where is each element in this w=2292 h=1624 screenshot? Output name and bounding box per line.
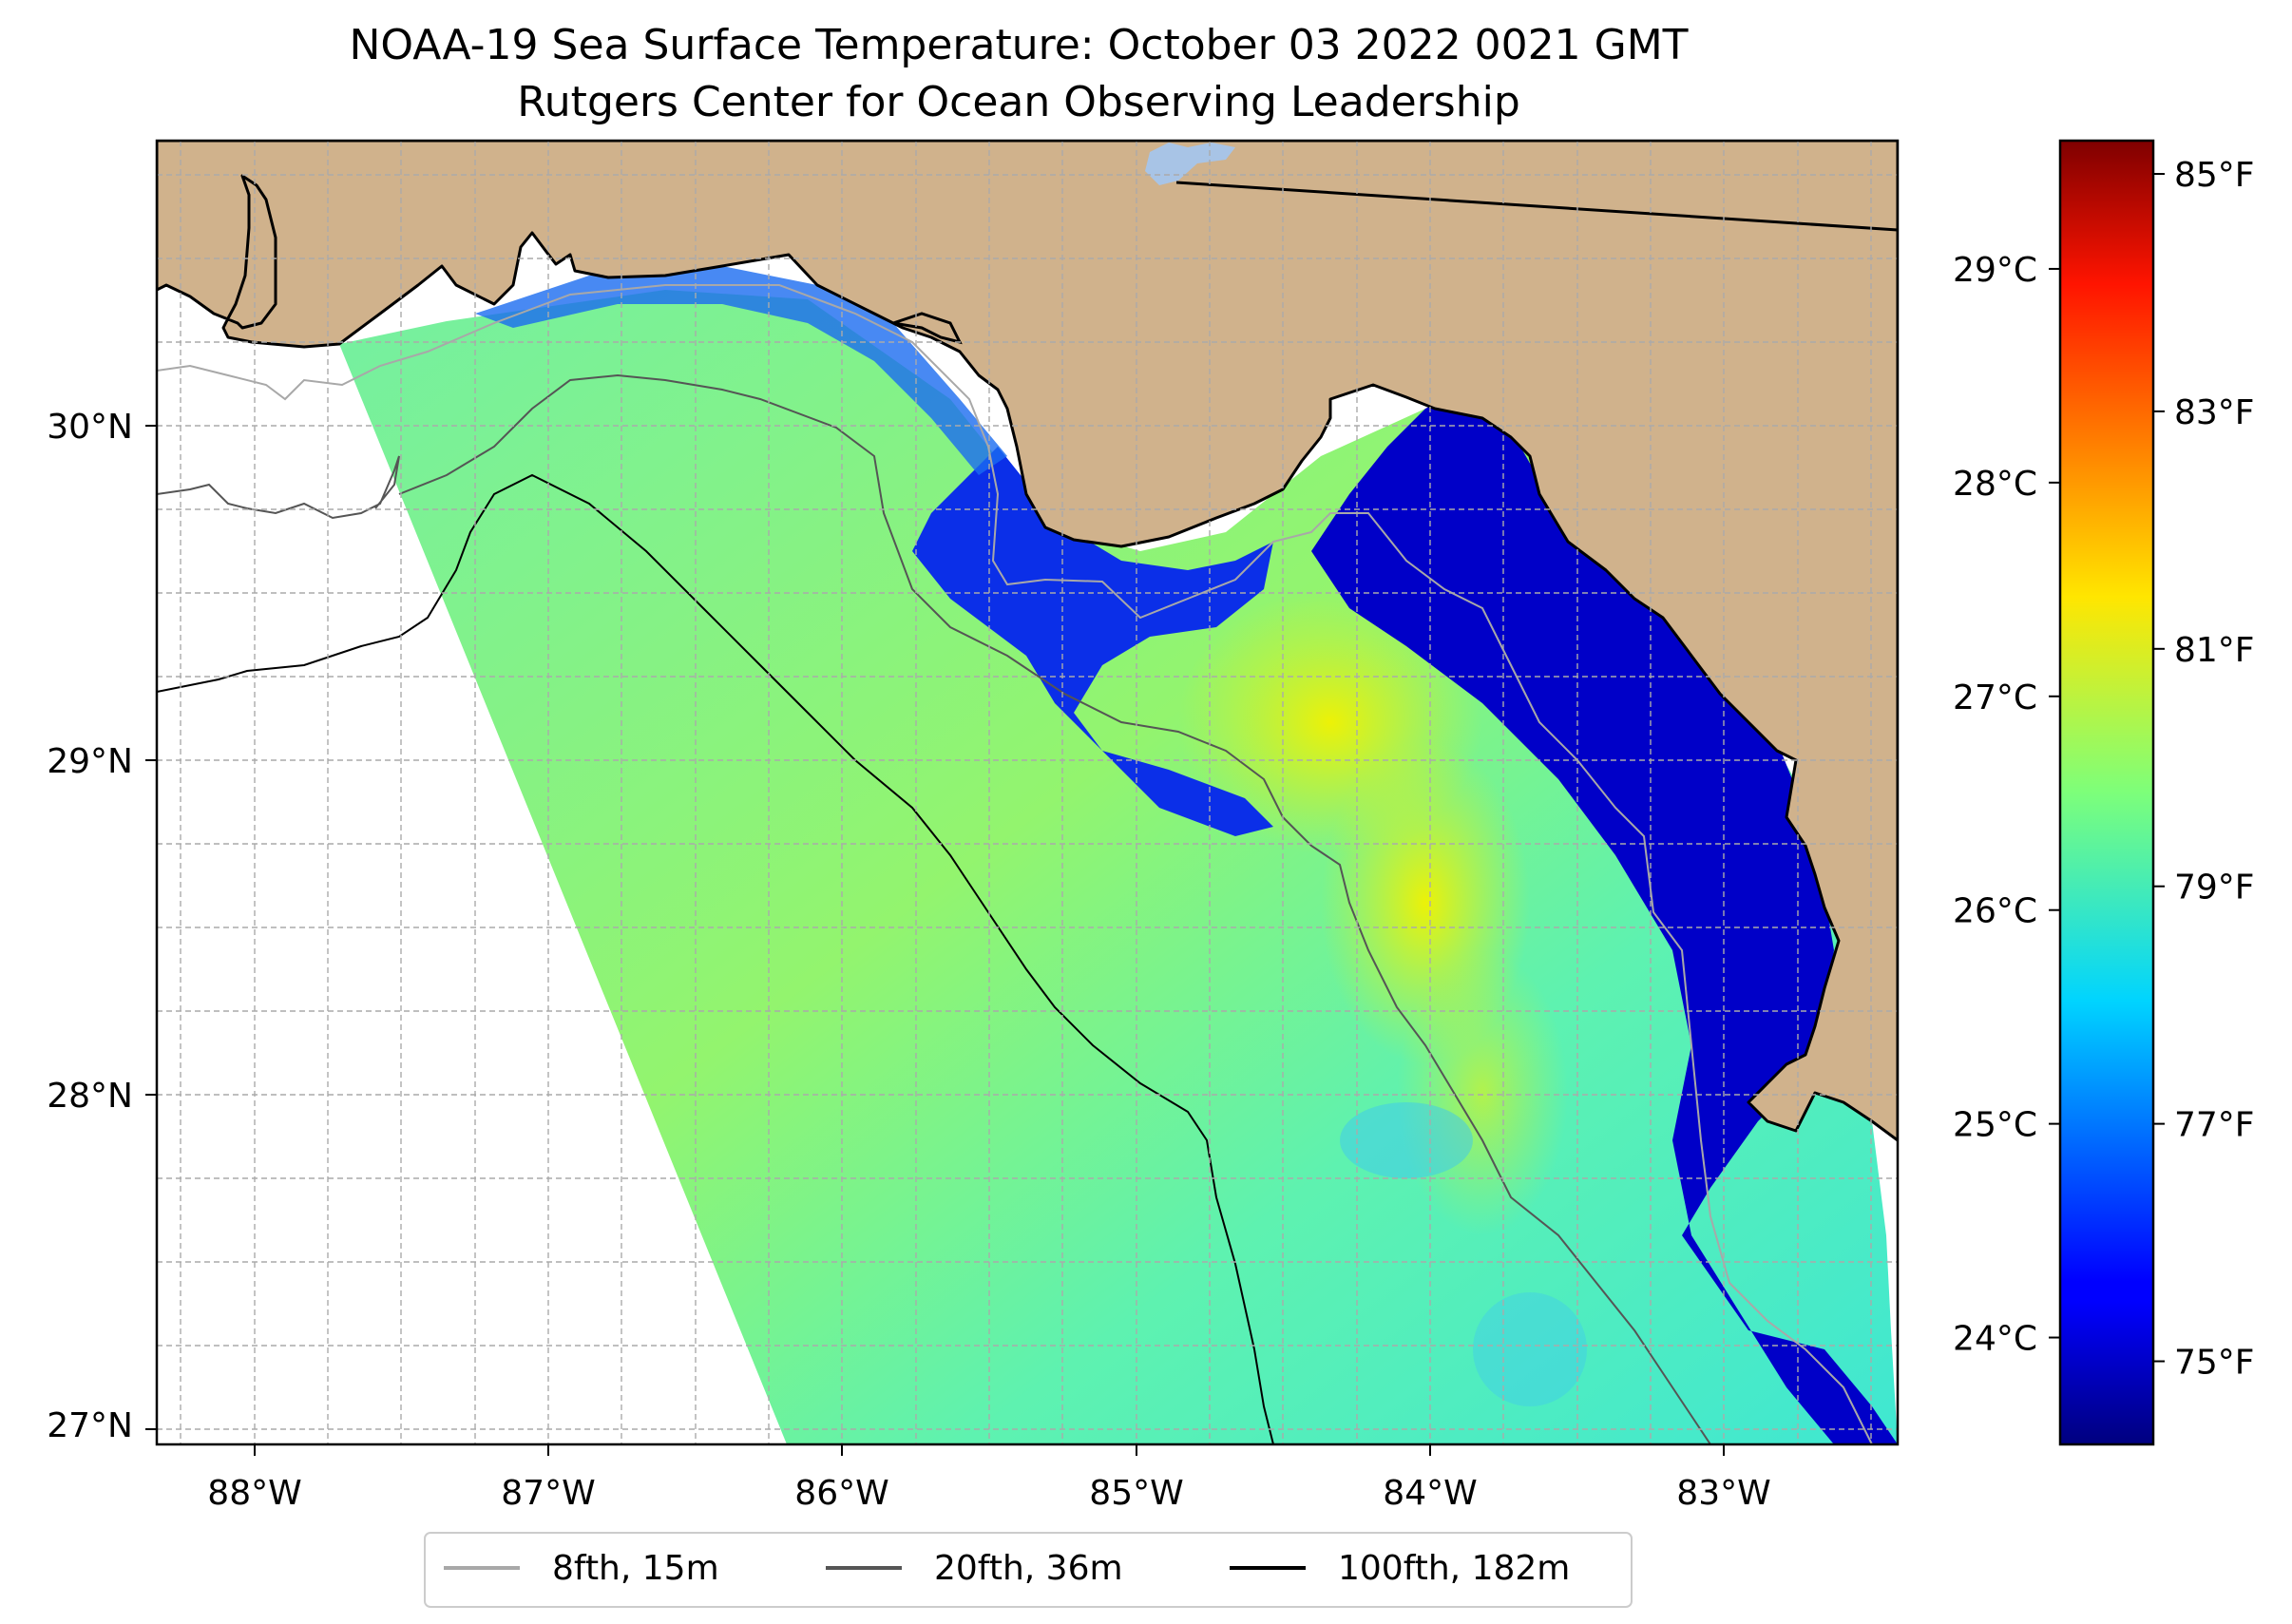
cold-water-panhandle [912,447,1273,836]
legend-label-8fth: 8fth, 15m [552,1549,719,1588]
legend-frame [424,1532,1633,1608]
title-line-2: Rutgers Center for Ocean Observing Leade… [517,78,1520,126]
colorbar-fahrenheit-label: 85°F [2174,156,2255,195]
bathymetry-west-coastline [157,455,400,520]
colorbar-fahrenheit-ticks: 75°F 77°F 79°F 81°F 83°F 85°F [2153,156,2255,1383]
legend-label-100fth: 100fth, 182m [1338,1549,1570,1588]
isobath-20fth [398,373,1711,1444]
colorbar-fahrenheit-label: 81°F [2174,631,2255,670]
colorbar-celsius-label: 28°C [1953,465,2037,504]
lon-label-83w: 83°W [1676,1474,1770,1513]
legend-label-20fth: 20fth, 36m [934,1549,1123,1588]
state-border [1175,181,1898,232]
cool-patch [1340,1102,1473,1178]
cold-water-big-bend [1311,390,1898,1444]
warm-patch [1397,950,1568,1235]
isobath-8fth [157,284,1873,1444]
lon-label-86w: 86°W [794,1474,888,1513]
isobath-100fth [157,473,1274,1444]
colorbar-celsius-label: 26°C [1953,892,2037,931]
lon-label-88w: 88°W [207,1474,301,1513]
colorbar-fahrenheit-label: 83°F [2174,393,2255,432]
cool-patch [1473,1292,1587,1406]
lat-label-27n: 27°N [47,1406,133,1445]
colorbar-celsius-label: 24°C [1953,1320,2037,1359]
cold-water-coastal-strip [475,266,1007,475]
map-panel [157,141,1898,1444]
colorbar-celsius-label: 25°C [1953,1106,2037,1145]
title-line-1: NOAA-19 Sea Surface Temperature: October… [349,21,1688,69]
lat-label-30n: 30°N [47,408,133,447]
colorbar-celsius-ticks: 24°C 25°C 26°C 27°C 28°C 29°C [1953,251,2060,1359]
legend: 8fth, 15m 20fth, 36m 100fth, 182m [424,1532,1633,1608]
colorbar-fahrenheit-label: 79°F [2174,869,2255,908]
lon-label-84w: 84°W [1383,1474,1477,1513]
colorbar-fahrenheit-label: 75°F [2174,1344,2255,1383]
map-frame [155,139,1900,1446]
lon-label-87w: 87°W [501,1474,595,1513]
map-axis-ticks [145,425,1725,1456]
gridlines [157,141,1898,1444]
land [157,141,1898,1142]
colorbar-celsius-label: 27°C [1953,678,2037,717]
lat-label-29n: 29°N [47,742,133,781]
colorbar-fahrenheit-label: 77°F [2174,1106,2255,1145]
colorbar-celsius-label: 29°C [1953,251,2037,290]
lat-label-28n: 28°N [47,1077,133,1116]
lon-label-85w: 85°W [1089,1474,1183,1513]
colorbar [2058,139,2155,1446]
